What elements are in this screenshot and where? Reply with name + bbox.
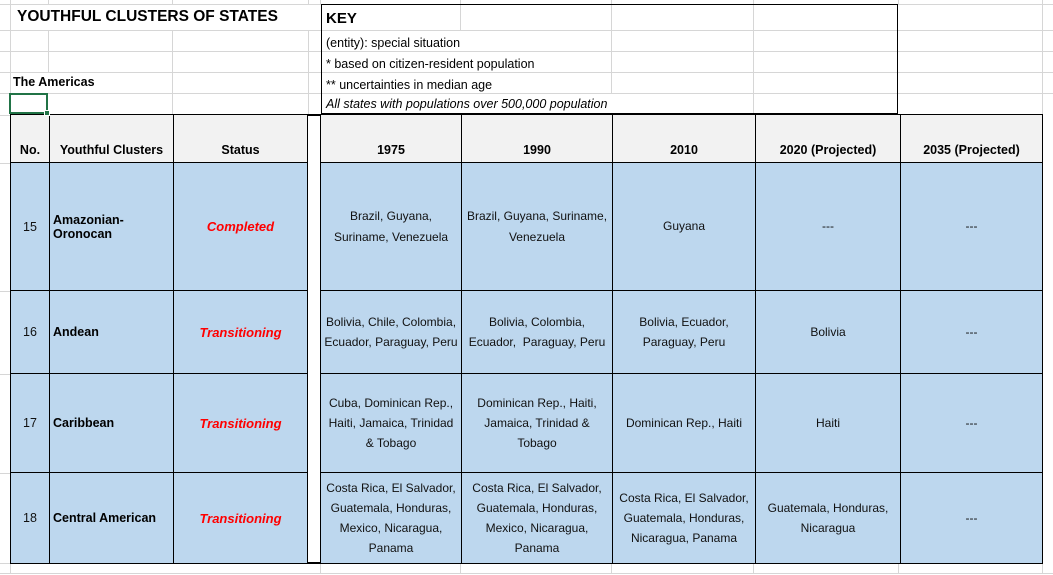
sheet-title[interactable]: YOUTHFUL CLUSTERS OF STATES — [17, 8, 278, 25]
gridline — [753, 0, 754, 4]
border-join-bottom — [308, 562, 320, 564]
key-heading[interactable]: KEY — [326, 10, 357, 27]
cell-cluster[interactable]: Andean — [50, 291, 173, 373]
cell-status[interactable]: Transitioning — [174, 374, 307, 472]
cell-2020[interactable]: Guatemala, Honduras, Nicaragua — [756, 473, 900, 563]
key-line-double-asterisk[interactable]: ** uncertainties in median age — [326, 78, 493, 92]
cell-2010[interactable]: Dominican Rep., Haiti — [613, 374, 755, 472]
cell-1990[interactable]: Brazil, Guyana, Suriname, Venezuela — [462, 163, 612, 290]
cell-1975[interactable]: Bolivia, Chile, Colombia, Ecuador, Parag… — [321, 291, 461, 373]
cell-2035[interactable]: --- — [901, 374, 1042, 472]
gridline — [753, 5, 754, 114]
cell-cluster[interactable]: Amazonian-Oronocan — [50, 163, 173, 290]
cell-no[interactable]: 15 — [11, 163, 49, 290]
gridline — [0, 51, 1053, 52]
cell-1990[interactable]: Dominican Rep., Haiti, Jamaica, Trinidad… — [462, 374, 612, 472]
cell-cluster[interactable]: Central American — [50, 473, 173, 563]
gridline — [0, 573, 1053, 574]
cell-2010[interactable]: Costa Rica, El Salvador, Guatemala, Hond… — [613, 473, 755, 563]
key-box: KEY (entity): special situation * based … — [321, 4, 898, 114]
gridline — [0, 374, 10, 375]
cell-2035[interactable]: --- — [901, 291, 1042, 373]
gridline — [1042, 563, 1043, 573]
cell-status[interactable]: Transitioning — [174, 291, 307, 373]
cell-no[interactable]: 17 — [11, 374, 49, 472]
cell-2020[interactable]: Bolivia — [756, 291, 900, 373]
region-label[interactable]: The Americas — [13, 75, 95, 89]
cell-status[interactable]: Transitioning — [174, 473, 307, 563]
gridline — [320, 0, 321, 4]
border-join-top — [308, 114, 320, 116]
gridline — [172, 30, 173, 115]
gridline — [898, 0, 899, 4]
cell-1990[interactable]: Bolivia, Colombia, Ecuador, Paraguay, Pe… — [462, 291, 612, 373]
gridline — [308, 0, 309, 4]
cell-1990[interactable]: Costa Rica, El Salvador, Guatemala, Hond… — [462, 473, 612, 563]
header-status[interactable]: Status — [174, 115, 307, 162]
header-2035-projected[interactable]: 2035 (Projected) — [901, 115, 1042, 162]
key-line-entity[interactable]: (entity): special situation — [326, 36, 461, 50]
gridline — [0, 30, 1053, 31]
gridline — [10, 563, 11, 573]
gridline — [460, 5, 461, 30]
selected-cell[interactable] — [9, 93, 50, 116]
gridline — [898, 563, 899, 573]
gridline — [172, 0, 173, 4]
gridline — [0, 291, 10, 292]
gridline — [460, 0, 461, 4]
cell-2010[interactable]: Bolivia, Ecuador, Paraguay, Peru — [613, 291, 755, 373]
gridline — [0, 93, 1053, 94]
cell-2010[interactable]: Guyana — [613, 163, 755, 290]
gridline — [0, 115, 10, 116]
header-1975[interactable]: 1975 — [321, 115, 461, 162]
clusters-table-years: 1975 1990 2010 2020 (Projected) 2035 (Pr… — [320, 114, 1043, 564]
gridline — [0, 72, 1053, 73]
header-1990[interactable]: 1990 — [462, 115, 612, 162]
header-no[interactable]: No. — [11, 115, 49, 162]
gridline — [611, 5, 612, 93]
header-cluster[interactable]: Youthful Clusters — [50, 115, 173, 162]
cell-no[interactable]: 18 — [11, 473, 49, 563]
cell-2020[interactable]: Haiti — [756, 374, 900, 472]
cell-1975[interactable]: Costa Rica, El Salvador, Guatemala, Hond… — [321, 473, 461, 563]
cell-1975[interactable]: Brazil, Guyana, Suriname, Venezuela — [321, 163, 461, 290]
gridline — [611, 563, 612, 573]
cell-2020[interactable]: --- — [756, 163, 900, 290]
cell-status[interactable]: Completed — [174, 163, 307, 290]
clusters-table-left: No. Youthful Clusters Status 15 Amazonia… — [10, 114, 308, 564]
gridline — [308, 30, 309, 115]
gridline — [460, 563, 461, 573]
header-2010[interactable]: 2010 — [613, 115, 755, 162]
cell-2035[interactable]: --- — [901, 473, 1042, 563]
fill-handle[interactable] — [44, 110, 50, 116]
cell-1975[interactable]: Cuba, Dominican Rep., Haiti, Jamaica, Tr… — [321, 374, 461, 472]
gridline — [10, 0, 11, 115]
cell-no[interactable]: 16 — [11, 291, 49, 373]
gridline — [611, 0, 612, 4]
gridline — [48, 30, 49, 72]
gridline — [0, 473, 10, 474]
gridline — [0, 563, 10, 564]
gridline — [320, 563, 321, 573]
cell-cluster[interactable]: Caribbean — [50, 374, 173, 472]
header-2020-projected[interactable]: 2020 (Projected) — [756, 115, 900, 162]
gridline — [0, 163, 10, 164]
gridline — [48, 0, 49, 4]
key-note[interactable]: All states with populations over 500,000… — [326, 97, 608, 111]
gridline — [753, 563, 754, 573]
key-line-asterisk[interactable]: * based on citizen-resident population — [326, 57, 535, 71]
gridline — [1042, 0, 1043, 115]
cell-2035[interactable]: --- — [901, 163, 1042, 290]
